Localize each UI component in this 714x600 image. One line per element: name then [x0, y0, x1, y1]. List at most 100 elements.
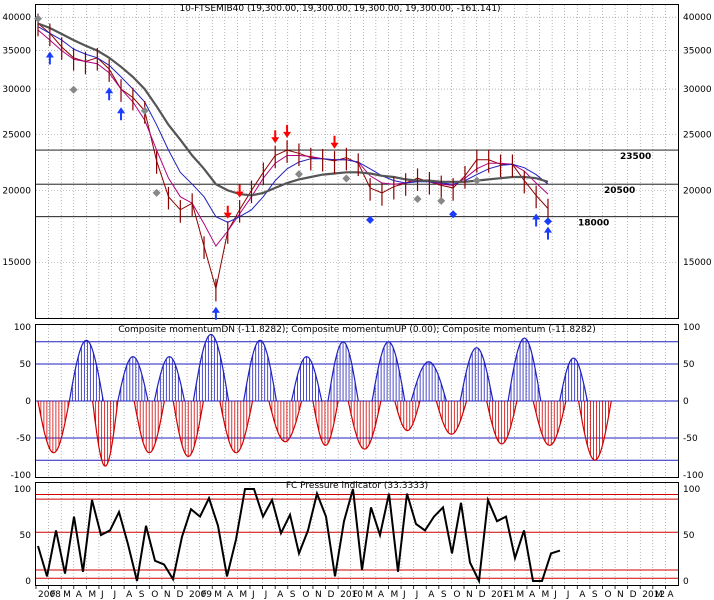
price-y-tick-left: 20000: [2, 186, 31, 196]
pressure-y-tick-right: 50: [683, 531, 695, 541]
x-tick-label: N: [466, 590, 473, 600]
sell-arrow: [271, 130, 280, 144]
x-tick-label: O: [453, 590, 460, 600]
momentum-envelope: [133, 400, 165, 454]
pressure-y-tick-left: 50: [20, 531, 32, 541]
momentum-envelope: [219, 400, 254, 454]
momentum-envelope: [312, 400, 339, 447]
buy-arrow: [544, 226, 552, 240]
signal-diamond-blue: [544, 217, 552, 226]
momentum-envelope: [68, 339, 104, 402]
sell-arrow-shape: [271, 130, 280, 144]
buy-arrow-shape: [532, 213, 541, 227]
momentum-envelope: [243, 339, 277, 402]
momentum-y-tick-right: -50: [683, 434, 698, 444]
momentum-envelope: [192, 333, 230, 402]
x-tick-label: N: [617, 590, 624, 600]
x-tick-label: M: [88, 590, 96, 600]
sell-arrow: [223, 205, 232, 219]
signal-diamond: [413, 195, 422, 204]
price-y-tick-right: 35000: [683, 47, 712, 57]
momentum-envelope: [153, 355, 186, 402]
price-y-tick-right: 25000: [683, 131, 712, 141]
x-tick-label: F: [504, 590, 509, 600]
x-tick-label: M: [542, 590, 550, 600]
momentum-envelope: [347, 400, 382, 450]
x-tick-label: 2010: [340, 590, 363, 600]
buy-arrow-shape: [117, 107, 126, 121]
x-tick-label: F: [51, 590, 56, 600]
x-tick-label: J: [402, 590, 406, 600]
price-y-tick-left: 35000: [2, 47, 31, 57]
x-tick-label: A: [529, 590, 536, 600]
momentum-envelope: [268, 400, 303, 443]
buy-arrow-shape: [211, 306, 220, 320]
x-tick-label: M: [365, 590, 373, 600]
momentum-envelope: [410, 361, 447, 402]
x-tick-label: M: [239, 590, 247, 600]
x-tick-label: A: [428, 590, 435, 600]
x-tick-label: D: [328, 590, 335, 600]
signal-diamond: [472, 176, 481, 185]
x-tick-label: A: [126, 590, 133, 600]
x-tick-label: M: [214, 590, 222, 600]
fc-pressure-panel: FC Pressure indicator (33.3333): [35, 481, 679, 586]
pressure-y-tick-right: 0: [683, 577, 689, 587]
price-y-tick-left: 15000: [2, 258, 31, 268]
price-level-label: 20500: [604, 186, 635, 196]
signal-diamond-blue: [449, 210, 458, 219]
momentum-y-tick-right: 0: [683, 397, 689, 407]
x-tick-label: D: [176, 590, 183, 600]
momentum-y-tick-left: -50: [16, 434, 31, 444]
momentum-envelope: [394, 400, 421, 432]
sell-arrow: [283, 124, 292, 138]
momentum-title: Composite momentumDN (-11.8282); Composi…: [118, 325, 596, 335]
momentum-envelope: [578, 400, 612, 461]
price-y-tick-right: 40000: [683, 13, 712, 23]
x-tick-label: J: [264, 590, 268, 600]
momentum-envelope: [371, 341, 406, 402]
momentum-envelope: [559, 357, 588, 402]
momentum-envelope: [459, 347, 494, 402]
slow-ma-line: [37, 22, 549, 197]
momentum-y-tick-left: 50: [20, 360, 32, 370]
buy-arrow: [45, 51, 54, 65]
x-tick-label: J: [553, 590, 557, 600]
x-tick-label: A: [277, 590, 284, 600]
x-tick-label: 2009: [189, 590, 212, 600]
momentum-envelope: [92, 400, 119, 467]
sell-arrow-shape: [330, 135, 339, 149]
x-tick-label: S: [592, 590, 598, 600]
momentum-y-tick-right: 100: [683, 323, 700, 333]
buy-arrow: [105, 87, 114, 101]
x-tick-label: M: [655, 590, 663, 600]
momentum-envelope: [435, 400, 468, 435]
x-tick-label: M: [390, 590, 398, 600]
x-tick-label: S: [441, 590, 447, 600]
signal-diamond-blue: [366, 215, 375, 224]
x-tick-label: N: [315, 590, 322, 600]
x-tick-label: J: [100, 590, 104, 600]
sell-arrow-shape: [235, 184, 244, 198]
momentum-envelope: [507, 337, 542, 402]
x-tick-label: A: [378, 590, 385, 600]
buy-arrow: [211, 306, 220, 320]
momentum-y-tick-left: 0: [25, 397, 31, 407]
x-tick-label: J: [113, 590, 117, 600]
price-y-tick-left: 25000: [2, 131, 31, 141]
signal-diamond: [342, 174, 351, 183]
buy-arrow-shape: [105, 87, 114, 101]
x-tick-label: A: [76, 590, 83, 600]
sell-arrow-shape: [223, 205, 232, 219]
buy-arrow-shape: [544, 226, 552, 240]
x-tick-label: A: [667, 590, 674, 600]
momentum-envelope: [37, 400, 70, 454]
x-tick-label: N: [164, 590, 171, 600]
sell-arrow: [330, 135, 339, 149]
x-tick-label: O: [604, 590, 611, 600]
buy-arrow: [117, 107, 126, 121]
momentum-envelope: [327, 341, 359, 402]
pressure-title: FC Pressure indicator (33.3333): [286, 481, 428, 491]
